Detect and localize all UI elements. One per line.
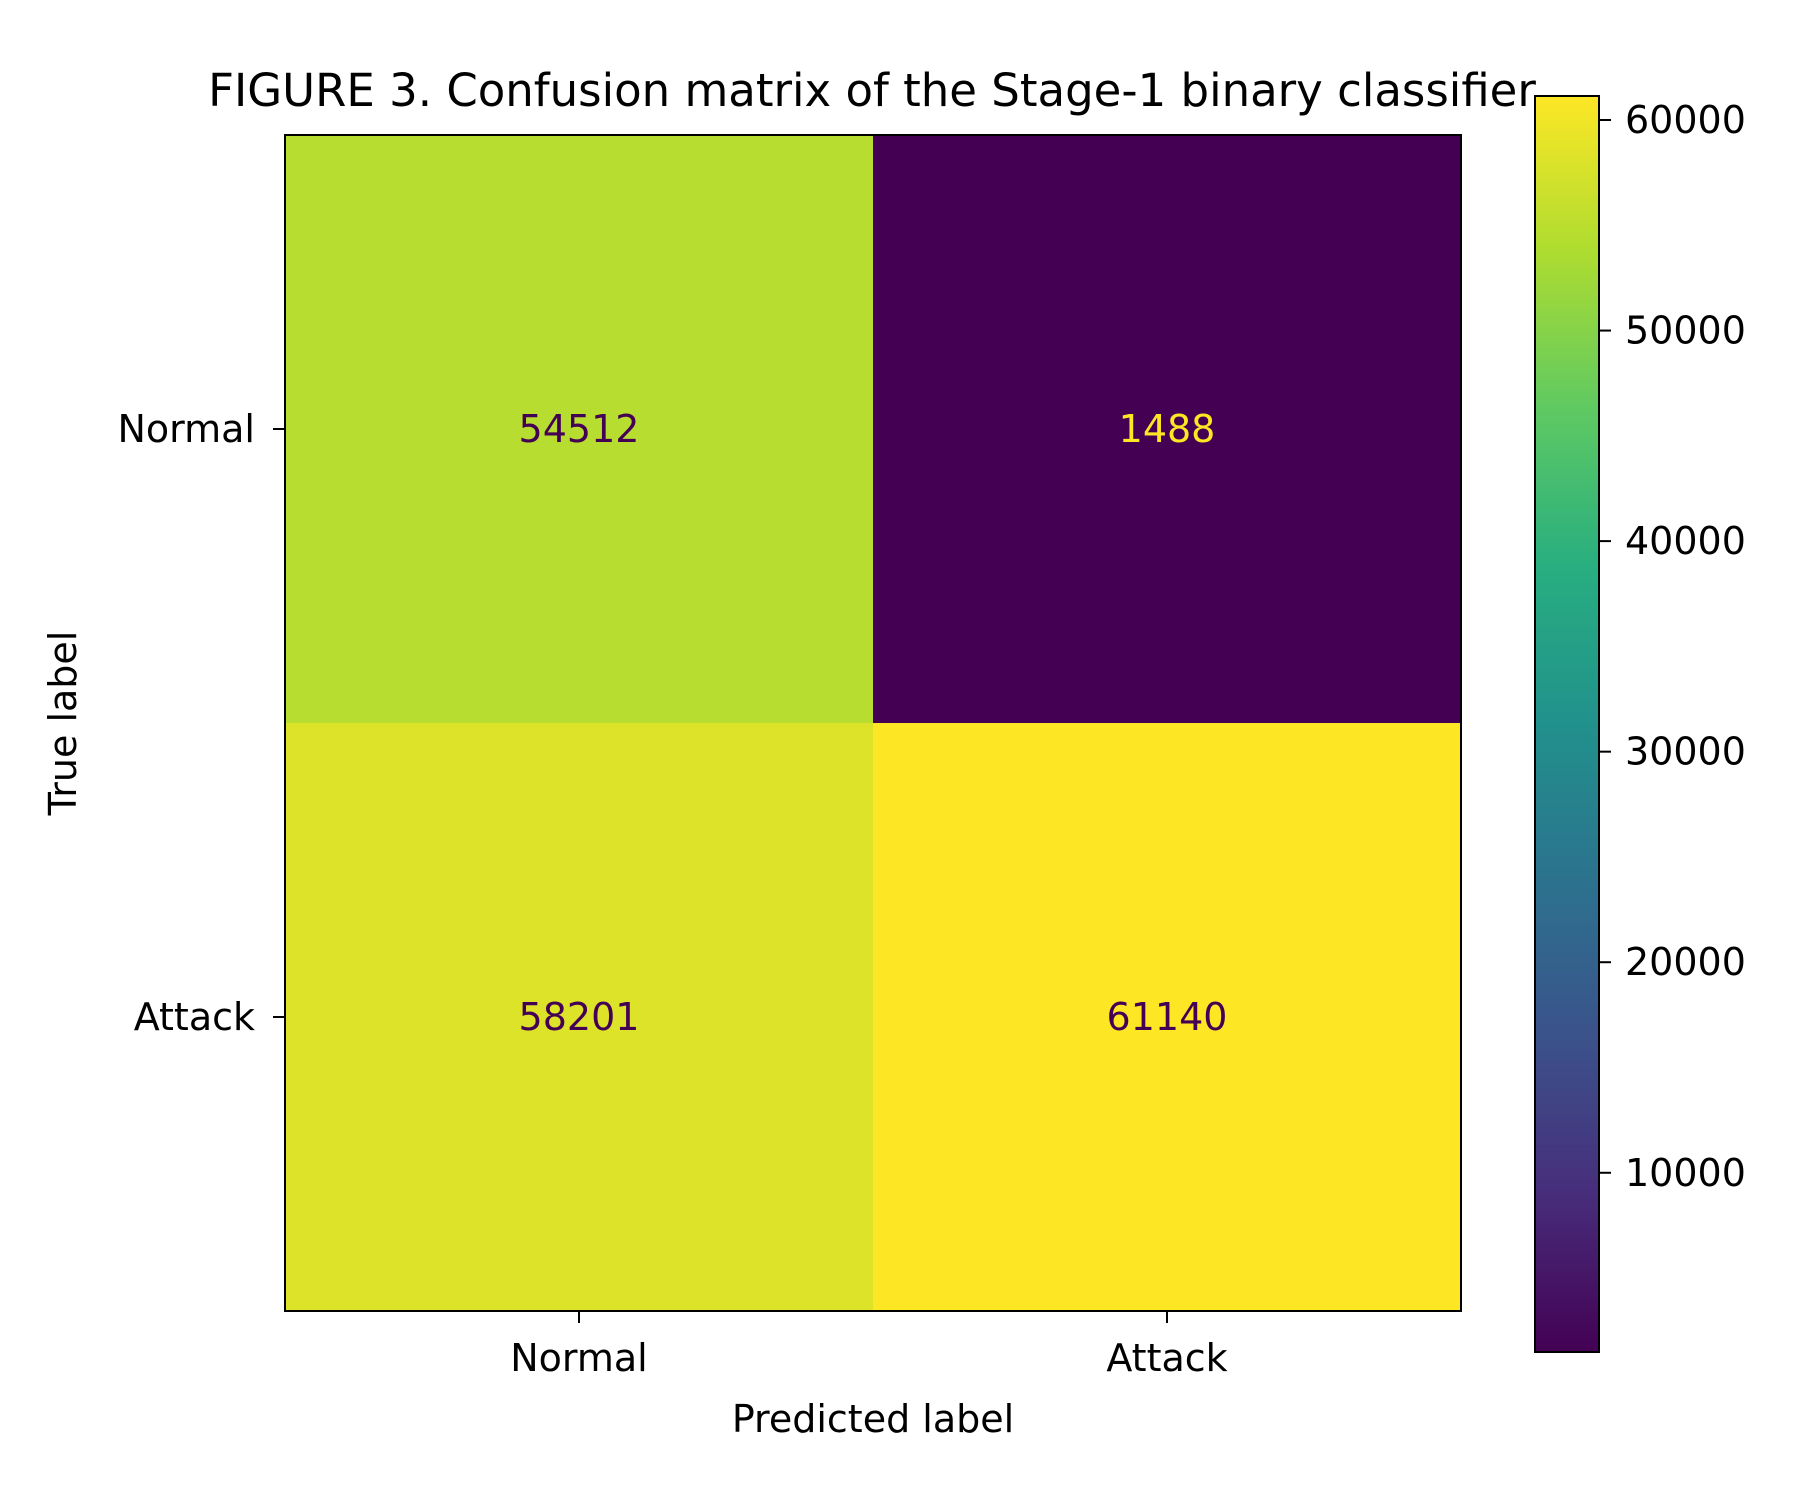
heatmap-cell bbox=[285, 135, 874, 724]
y-axis-ticks: Normal Attack bbox=[118, 407, 285, 1039]
cell-value-labels: 54512 1488 58201 61140 bbox=[519, 407, 1228, 1039]
colorbar bbox=[1534, 95, 1600, 1353]
x-tick-label: Normal bbox=[510, 1336, 648, 1380]
cell-value-label: 1488 bbox=[1119, 407, 1216, 451]
colorbar-tick-label: 10000 bbox=[1625, 1151, 1746, 1195]
cell-value-label: 54512 bbox=[519, 407, 640, 451]
y-tick-label: Normal bbox=[118, 407, 256, 451]
plot-frame bbox=[284, 134, 1462, 1312]
colorbar-tick-label: 40000 bbox=[1625, 519, 1746, 563]
colorbar-ticks: 10000 20000 30000 40000 50000 60000 bbox=[1599, 98, 1746, 1195]
heatmap-cell bbox=[873, 723, 1462, 1312]
cell-value-label: 61140 bbox=[1107, 995, 1228, 1039]
colorbar-tick-label: 60000 bbox=[1625, 98, 1746, 142]
heatmap-cell bbox=[873, 135, 1462, 724]
y-tick-label: Attack bbox=[134, 995, 255, 1039]
chart-title: FIGURE 3. Confusion matrix of the Stage-… bbox=[208, 64, 1536, 117]
x-axis-ticks: Normal Attack bbox=[510, 1311, 1228, 1380]
cell-value-label: 58201 bbox=[519, 995, 640, 1039]
colorbar-tick-label: 20000 bbox=[1625, 940, 1746, 984]
y-axis-label: True label bbox=[41, 631, 85, 817]
colorbar-tick-label: 50000 bbox=[1625, 309, 1746, 353]
x-tick-label: Attack bbox=[1106, 1336, 1227, 1380]
x-axis-label: Predicted label bbox=[732, 1397, 1014, 1441]
colorbar-tick-label: 30000 bbox=[1625, 730, 1746, 774]
heatmap-cell bbox=[285, 723, 874, 1312]
heatmap-cells bbox=[285, 135, 1462, 1312]
